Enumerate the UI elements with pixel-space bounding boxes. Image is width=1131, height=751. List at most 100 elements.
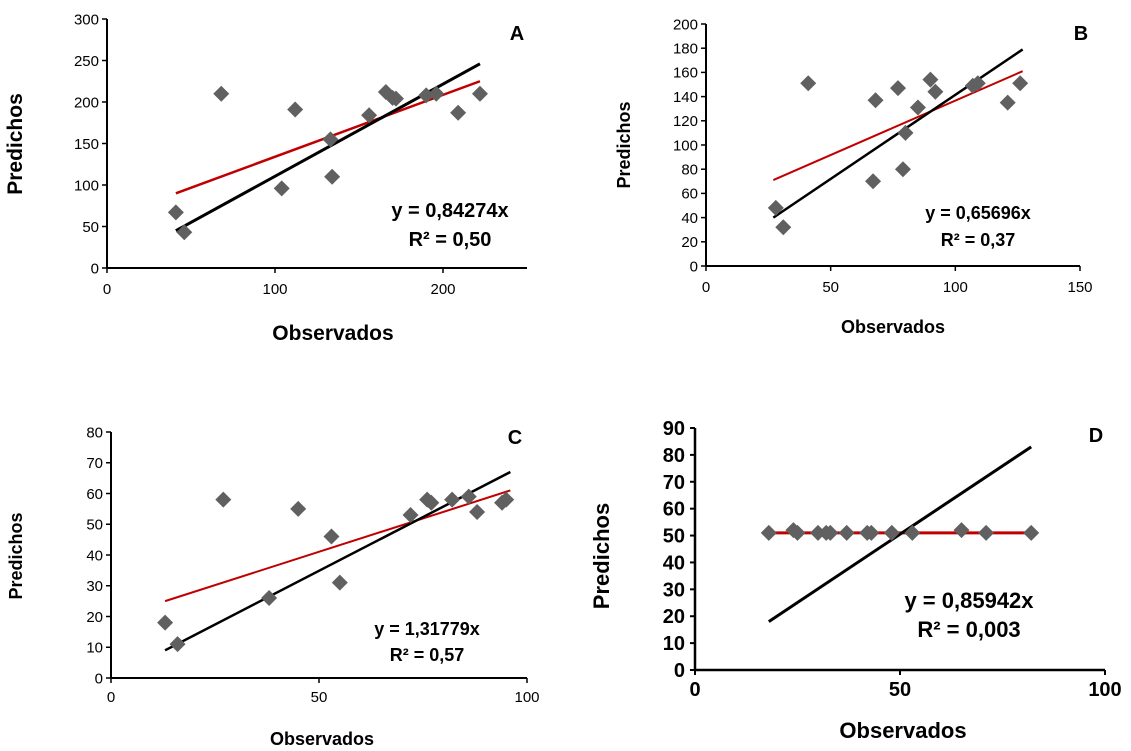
y-tick-label: 0 xyxy=(690,258,698,275)
data-point xyxy=(863,524,880,541)
panel-letter: B xyxy=(1074,23,1088,45)
y-tick-label: 10 xyxy=(86,640,103,657)
y-tick-label: 180 xyxy=(673,40,698,57)
equation-label: y = 1,31779x xyxy=(374,619,480,639)
x-axis-title: Observados xyxy=(839,718,966,743)
r-squared-label: R² = 0,003 xyxy=(917,617,1020,642)
y-tick-label: 160 xyxy=(673,65,698,82)
data-point xyxy=(927,83,944,100)
y-axis-title: Predichos xyxy=(4,93,27,195)
data-point xyxy=(904,524,921,541)
data-point xyxy=(213,85,230,102)
data-point xyxy=(922,71,939,88)
chart-panel-c: 0 10 20 30 40 50 60 70 80 0 50 100 Observados Predich… xyxy=(6,424,540,749)
data-point xyxy=(867,92,884,109)
y-tick-label: 40 xyxy=(681,210,698,227)
data-point xyxy=(883,524,900,541)
equation-label: y = 0,84274x xyxy=(391,200,508,222)
data-point xyxy=(999,94,1016,111)
y-tick-label: 40 xyxy=(663,552,685,574)
y-tick-label: 60 xyxy=(86,486,103,503)
r-squared-label: R² = 0,37 xyxy=(941,230,1016,250)
data-point xyxy=(323,528,340,545)
chart-panel-d: 0 10 20 30 40 50 60 70 80 90 0 50 100 Observados Predi… xyxy=(589,418,1122,743)
data-point xyxy=(953,522,970,539)
y-tick-label: 20 xyxy=(86,609,103,626)
y-tick-label: 20 xyxy=(681,234,698,251)
data-point xyxy=(157,614,174,631)
y-tick-label: 50 xyxy=(82,219,99,236)
x-axis-title: Observados xyxy=(272,322,393,345)
data-point xyxy=(444,491,461,508)
y-tick-label: 30 xyxy=(663,579,685,601)
data-point xyxy=(290,500,307,517)
r-squared-label: R² = 0,57 xyxy=(390,645,465,665)
data-point xyxy=(978,524,995,541)
chart-panel-b: 0 20 40 60 80 100 120 140 160 180 200 0 50 100 150 Obse… xyxy=(614,16,1093,337)
x-axis-title: Observados xyxy=(841,317,945,337)
data-point xyxy=(1012,75,1029,92)
data-point xyxy=(789,524,806,541)
data-point xyxy=(287,101,304,118)
data-point xyxy=(822,524,839,541)
data-point xyxy=(450,104,467,121)
x-tick-label: 0 xyxy=(689,679,700,701)
data-point xyxy=(471,85,488,102)
y-tick-label: 250 xyxy=(74,53,99,70)
y-tick-label: 150 xyxy=(74,136,99,153)
x-tick-label: 0 xyxy=(103,281,111,298)
data-point xyxy=(169,636,186,653)
y-tick-label: 80 xyxy=(681,161,698,178)
equation-label: y = 0,65696x xyxy=(925,203,1031,223)
data-point xyxy=(460,488,477,505)
data-point xyxy=(775,219,792,236)
x-tick-label: 0 xyxy=(107,689,115,706)
regression-line xyxy=(164,489,511,603)
y-tick-label: 80 xyxy=(663,445,685,467)
y-tick-label: 200 xyxy=(673,16,698,33)
y-tick-label: 0 xyxy=(91,260,99,277)
data-point xyxy=(418,87,435,104)
y-tick-label: 80 xyxy=(86,424,103,441)
r-squared-label: R² = 0,50 xyxy=(409,229,492,251)
y-tick-label: 30 xyxy=(86,578,103,595)
data-point xyxy=(361,107,378,124)
data-point xyxy=(838,524,855,541)
x-tick-label: 100 xyxy=(1088,679,1121,701)
data-point xyxy=(1023,524,1040,541)
data-point xyxy=(897,124,914,141)
data-point xyxy=(428,85,445,102)
data-point xyxy=(760,524,777,541)
chart-panel-a: 0 50 100 150 200 250 300 0 100 200 Observados Predi… xyxy=(4,11,527,345)
x-tick-label: 150 xyxy=(1067,279,1092,296)
data-point xyxy=(800,75,817,92)
y-axis-title: Predichos xyxy=(614,101,634,188)
data-point xyxy=(894,161,911,178)
x-tick-label: 50 xyxy=(822,279,839,296)
panel-letter: A xyxy=(510,23,524,45)
data-point xyxy=(167,204,184,221)
y-tick-label: 50 xyxy=(663,526,685,548)
trend-line xyxy=(767,445,1033,623)
data-point xyxy=(767,199,784,216)
y-tick-label: 140 xyxy=(673,89,698,106)
regression-line xyxy=(772,70,1024,182)
data-point xyxy=(324,168,341,185)
y-tick-label: 70 xyxy=(663,472,685,494)
data-point xyxy=(498,491,515,508)
data-point xyxy=(423,494,440,511)
y-tick-label: 0 xyxy=(674,660,685,682)
panel-letter: D xyxy=(1089,425,1103,447)
y-tick-label: 120 xyxy=(673,113,698,130)
data-point xyxy=(909,99,926,116)
data-point xyxy=(273,180,290,197)
x-tick-label: 100 xyxy=(514,689,539,706)
y-tick-label: 50 xyxy=(86,517,103,534)
panel-letter: C xyxy=(508,427,522,449)
x-tick-label: 0 xyxy=(702,279,710,296)
y-tick-label: 300 xyxy=(74,11,99,28)
trend-line xyxy=(772,48,1024,219)
y-tick-label: 10 xyxy=(663,633,685,655)
data-point xyxy=(261,590,278,607)
data-point xyxy=(331,574,348,591)
